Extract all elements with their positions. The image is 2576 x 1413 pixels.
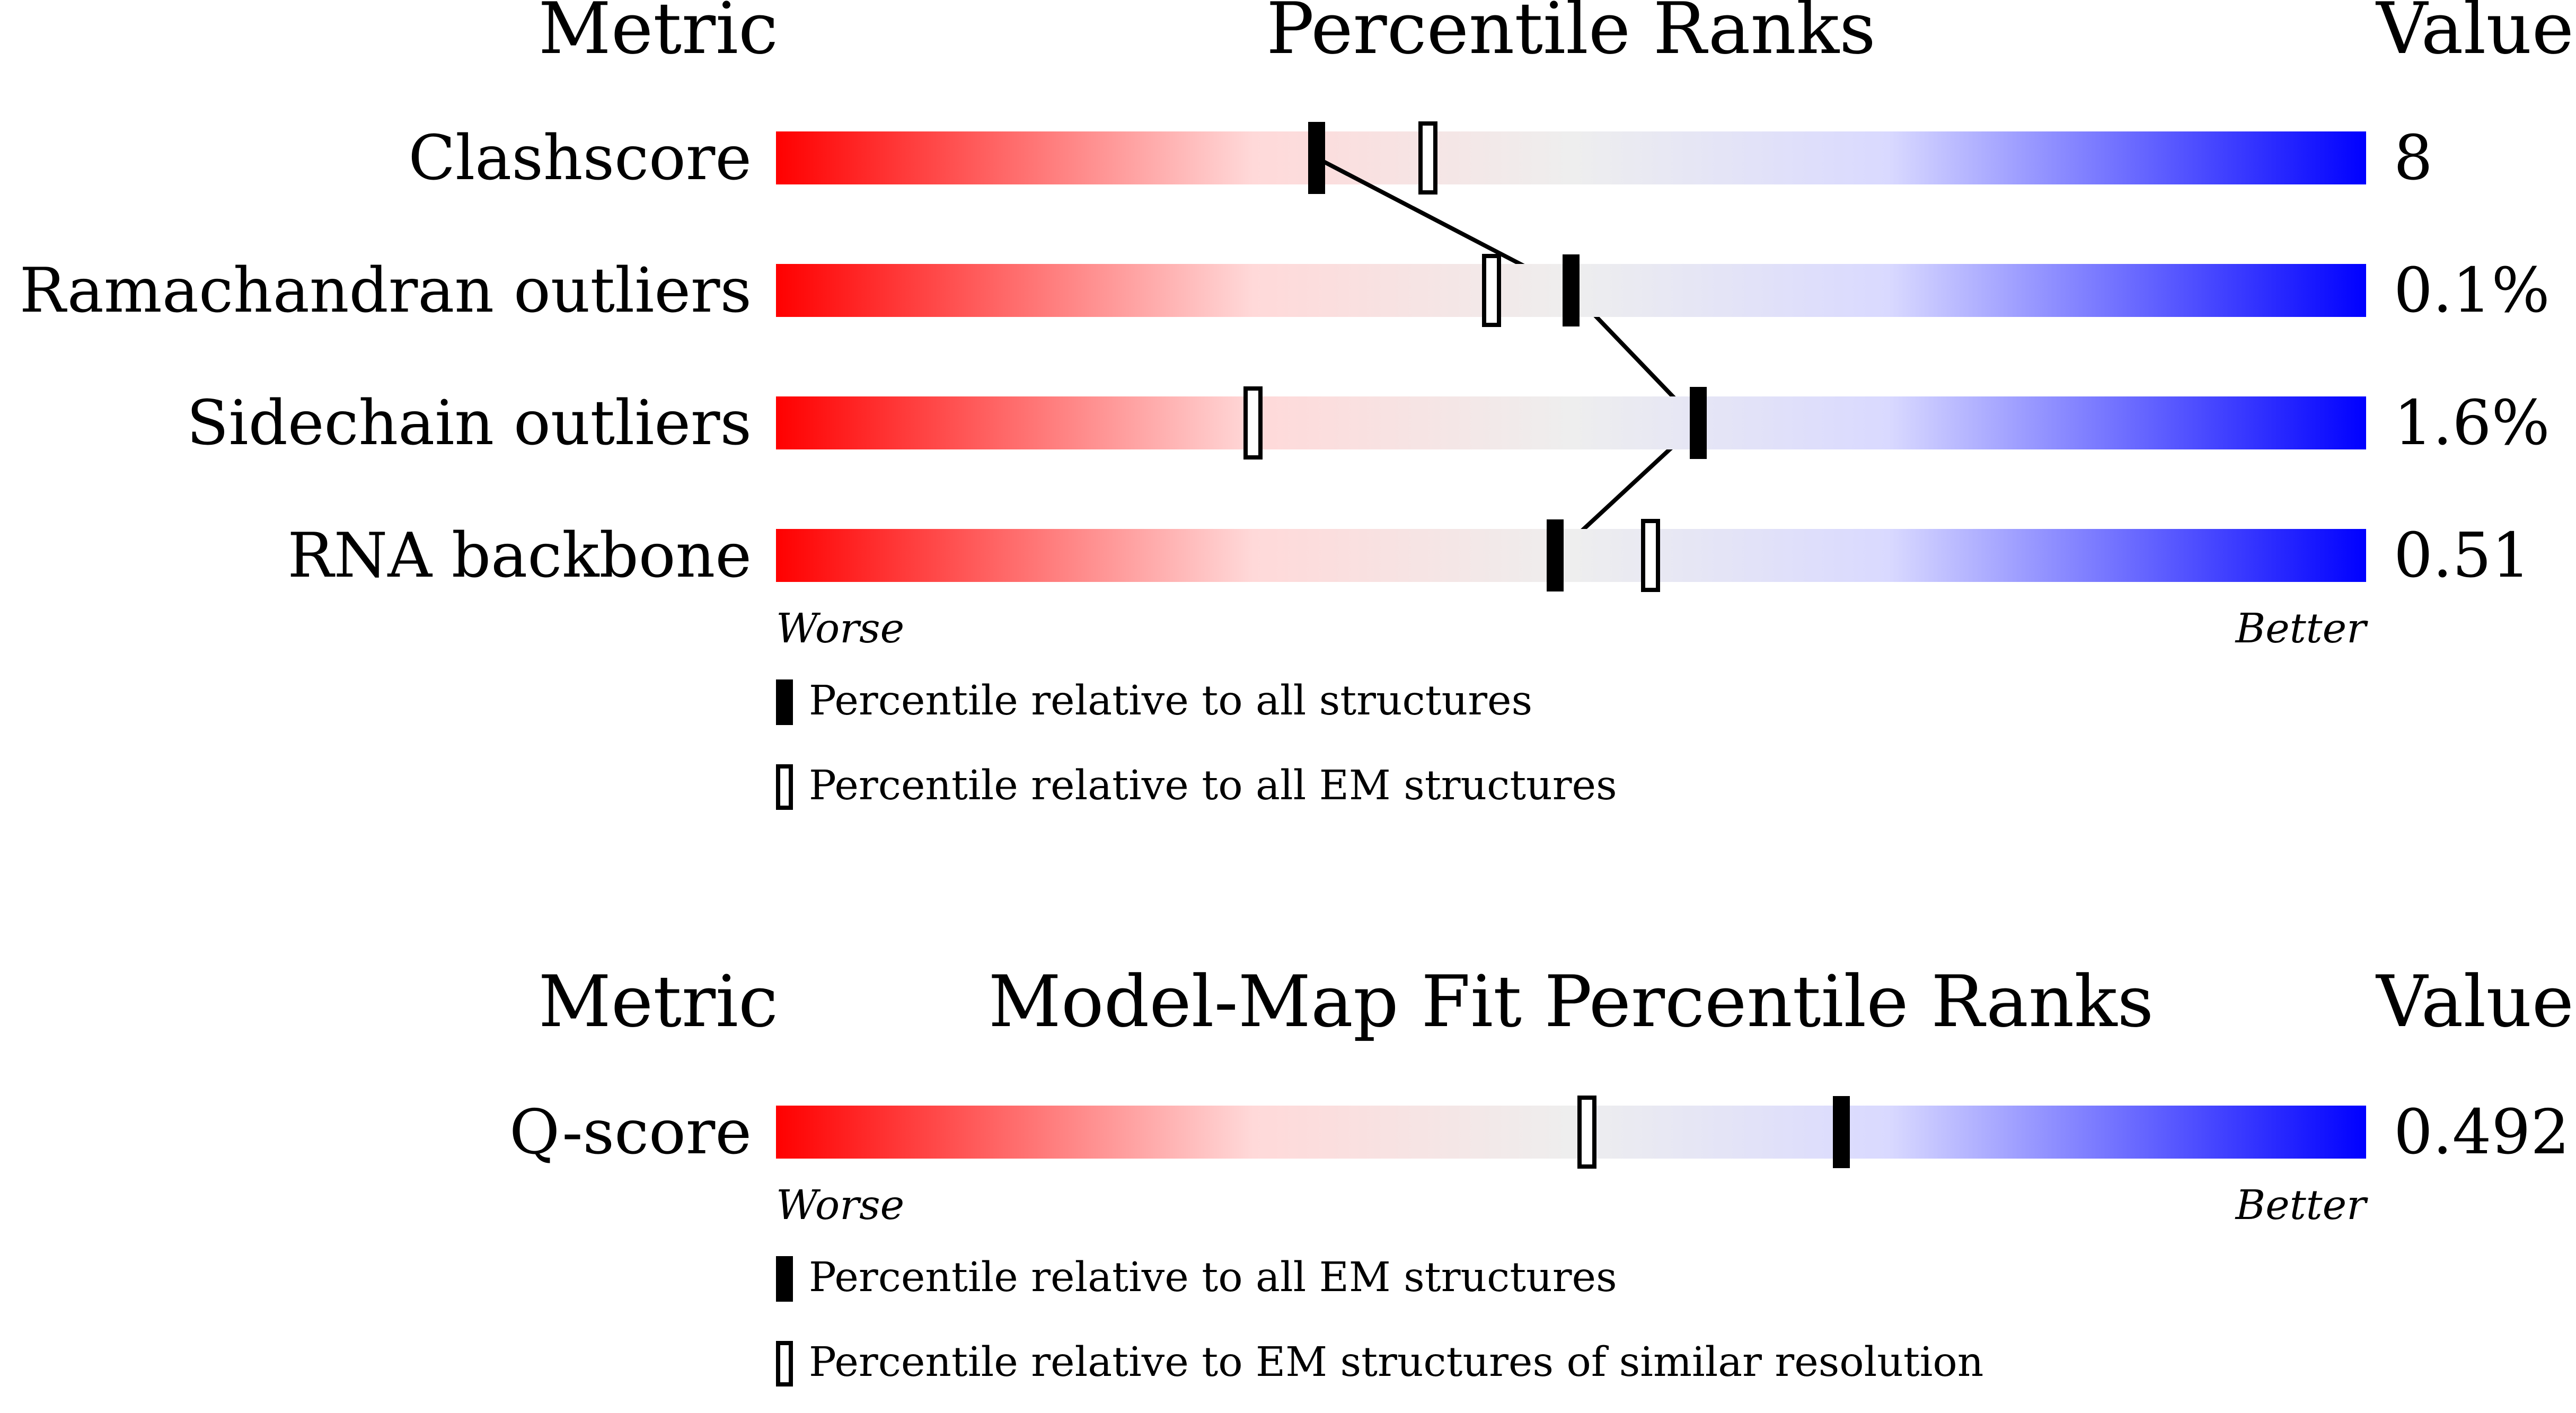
- legend-label: Percentile relative to all structures: [809, 677, 1532, 725]
- legend-label: Percentile relative to all EM structures: [809, 762, 1617, 809]
- percentile-marker-open: [1418, 121, 1437, 195]
- legend-filled-marker-icon: [776, 1256, 793, 1302]
- legend-open-marker-icon: [776, 1341, 793, 1386]
- percentile-bar: [776, 396, 2366, 449]
- chart-title: Percentile Ranks: [1266, 0, 1876, 70]
- metric-label: RNA backbone: [287, 520, 752, 591]
- percentile-marker-filled: [1563, 254, 1580, 326]
- legend-label: Percentile relative to all EM structures: [809, 1254, 1617, 1301]
- metric-value: 0.1%: [2394, 255, 2550, 326]
- percentile-marker-filled: [1833, 1096, 1850, 1168]
- metric-value: 1.6%: [2394, 387, 2550, 459]
- axis-better-label: Better: [2235, 1182, 2369, 1229]
- metric-label: Ramachandran outliers: [20, 255, 752, 326]
- percentile-marker-filled: [1308, 122, 1325, 194]
- chart-title: Model-Map Fit Percentile Ranks: [989, 960, 2154, 1043]
- percentile-marker-open: [1482, 254, 1501, 327]
- metric-value: 0.51: [2394, 520, 2530, 591]
- axis-worse-label: Worse: [776, 605, 904, 652]
- axis-worse-label: Worse: [776, 1182, 904, 1229]
- percentile-bar: [776, 529, 2366, 582]
- percentile-marker-open: [1641, 519, 1660, 592]
- filled-marker-connector: [1316, 156, 1701, 557]
- percentile-marker-open: [1577, 1096, 1596, 1169]
- percentile-bar: [776, 1106, 2366, 1159]
- legend-filled-marker-icon: [776, 679, 793, 725]
- value-column-header: Value: [2375, 960, 2574, 1043]
- value-column-header: Value: [2375, 0, 2574, 70]
- percentile-bar: [776, 131, 2366, 184]
- metric-value: 8: [2394, 122, 2433, 194]
- metric-label: Sidechain outliers: [187, 387, 752, 459]
- percentile-marker-open: [1243, 386, 1263, 460]
- metric-label: Clashscore: [408, 122, 752, 194]
- percentile-marker-filled: [1547, 519, 1564, 591]
- metric-value: 0.492: [2394, 1097, 2570, 1168]
- legend-open-marker-icon: [776, 764, 793, 810]
- percentile-marker-filled: [1690, 387, 1707, 459]
- metric-column-header: Metric: [539, 0, 778, 70]
- axis-better-label: Better: [2235, 605, 2369, 652]
- metric-label: Q-score: [509, 1097, 752, 1168]
- legend-label: Percentile relative to EM structures of …: [809, 1339, 1983, 1386]
- metric-column-header: Metric: [539, 960, 778, 1043]
